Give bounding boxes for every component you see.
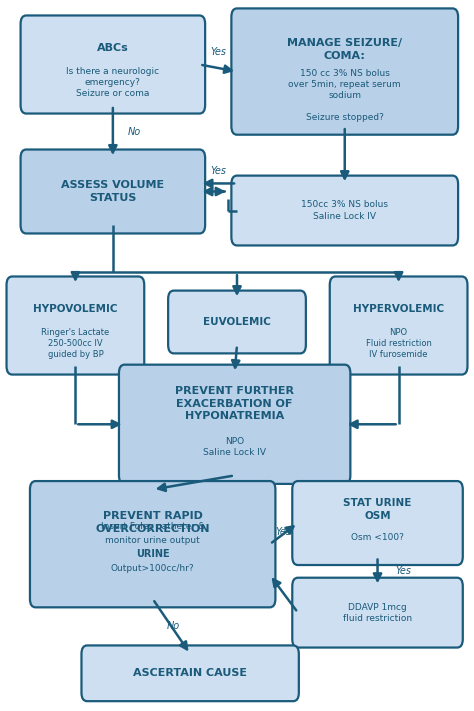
Text: ASCERTAIN CAUSE: ASCERTAIN CAUSE bbox=[133, 668, 247, 678]
FancyBboxPatch shape bbox=[292, 481, 463, 565]
Text: PREVENT RAPID
OVERCORRECTION: PREVENT RAPID OVERCORRECTION bbox=[95, 511, 210, 533]
FancyBboxPatch shape bbox=[82, 646, 299, 701]
Text: No: No bbox=[128, 127, 141, 137]
Text: MANAGE SEIZURE/
COMA:: MANAGE SEIZURE/ COMA: bbox=[287, 38, 402, 61]
FancyBboxPatch shape bbox=[231, 176, 458, 245]
Text: Insert Foley catheter &: Insert Foley catheter & bbox=[100, 522, 205, 530]
Text: HYPOVOLEMIC: HYPOVOLEMIC bbox=[33, 304, 118, 314]
Text: Ringer's Lactate
250-500cc IV
guided by BP: Ringer's Lactate 250-500cc IV guided by … bbox=[41, 328, 109, 359]
Text: Yes: Yes bbox=[395, 567, 411, 577]
Text: DDAVP 1mcg
fluid restriction: DDAVP 1mcg fluid restriction bbox=[343, 603, 412, 623]
Text: Yes: Yes bbox=[276, 527, 292, 537]
Text: 150cc 3% NS bolus
Saline Lock IV: 150cc 3% NS bolus Saline Lock IV bbox=[301, 201, 388, 220]
Text: monitor urine output: monitor urine output bbox=[105, 535, 200, 545]
FancyBboxPatch shape bbox=[7, 277, 144, 375]
Text: STAT URINE
OSM: STAT URINE OSM bbox=[343, 498, 412, 521]
Text: PREVENT FURTHER
EXACERBATION OF
HYPONATREMIA: PREVENT FURTHER EXACERBATION OF HYPONATR… bbox=[175, 386, 294, 421]
Text: HYPERVOLEMIC: HYPERVOLEMIC bbox=[353, 304, 444, 314]
FancyBboxPatch shape bbox=[20, 149, 205, 233]
FancyBboxPatch shape bbox=[20, 16, 205, 114]
FancyBboxPatch shape bbox=[330, 277, 467, 375]
Text: ABCs: ABCs bbox=[97, 43, 129, 53]
Text: ASSESS VOLUME
STATUS: ASSESS VOLUME STATUS bbox=[61, 181, 164, 203]
FancyBboxPatch shape bbox=[231, 9, 458, 134]
FancyBboxPatch shape bbox=[30, 481, 275, 607]
Text: Osm <100?: Osm <100? bbox=[351, 533, 404, 542]
Text: NPO
Fluid restriction
IV furosemide: NPO Fluid restriction IV furosemide bbox=[365, 328, 431, 359]
Text: Is there a neurologic
emergency?
Seizure or coma: Is there a neurologic emergency? Seizure… bbox=[66, 67, 159, 98]
FancyBboxPatch shape bbox=[119, 365, 350, 484]
FancyBboxPatch shape bbox=[168, 291, 306, 353]
Text: No: No bbox=[167, 621, 181, 631]
Text: EUVOLEMIC: EUVOLEMIC bbox=[203, 317, 271, 327]
FancyBboxPatch shape bbox=[292, 578, 463, 648]
Text: Output>100cc/hr?: Output>100cc/hr? bbox=[111, 564, 194, 573]
Text: 150 cc 3% NS bolus
over 5min, repeat serum
sodium

Seizure stopped?: 150 cc 3% NS bolus over 5min, repeat ser… bbox=[289, 69, 401, 122]
Text: URINE: URINE bbox=[136, 549, 170, 560]
Text: Yes: Yes bbox=[210, 166, 226, 176]
Text: Yes: Yes bbox=[210, 47, 226, 57]
Text: NPO
Saline Lock IV: NPO Saline Lock IV bbox=[203, 437, 266, 457]
